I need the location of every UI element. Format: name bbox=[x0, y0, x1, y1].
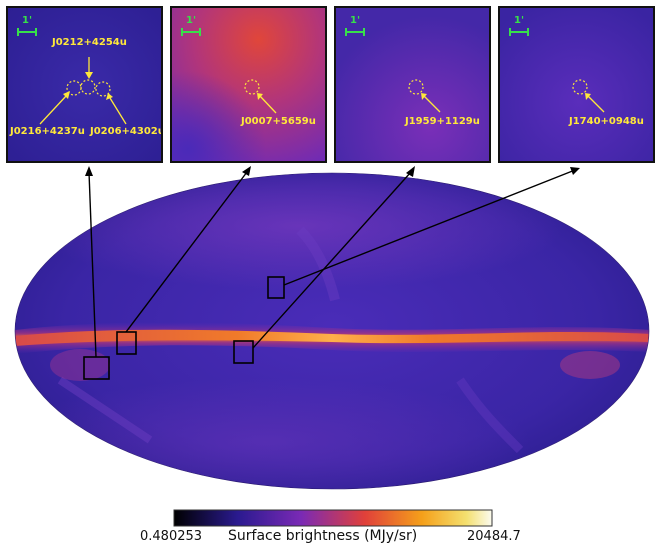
scale-label: 1' bbox=[22, 15, 33, 26]
scale-label: 1' bbox=[186, 15, 197, 26]
inset-2-image bbox=[172, 8, 325, 161]
source-label: J1740+0948u bbox=[569, 116, 644, 127]
source-circle bbox=[408, 79, 424, 95]
pointer-arrow bbox=[423, 95, 441, 113]
scale-bar: 1' bbox=[181, 15, 203, 36]
source-label: J0216+4237u bbox=[10, 126, 85, 137]
inset-panel-3: 1' J1959+1129u bbox=[334, 6, 491, 163]
region-box-3 bbox=[233, 340, 254, 364]
source-label: J1959+1129u bbox=[405, 116, 480, 127]
colorbar bbox=[173, 509, 493, 527]
pointer-arrow bbox=[39, 94, 68, 125]
region-box-1 bbox=[83, 356, 110, 380]
source-label: J0007+5659u bbox=[241, 116, 316, 127]
source-circle bbox=[244, 79, 260, 95]
scale-label: 1' bbox=[514, 15, 525, 26]
inset-1-image bbox=[8, 8, 161, 161]
scale-bar: 1' bbox=[345, 15, 367, 36]
pointer-arrow bbox=[259, 95, 277, 114]
pointer-arrow bbox=[587, 95, 605, 113]
scale-label: 1' bbox=[350, 15, 361, 26]
source-circle bbox=[572, 79, 588, 95]
region-box-4 bbox=[267, 276, 285, 299]
inset-panel-2: 1' J0007+5659u bbox=[170, 6, 327, 163]
inset-3-image bbox=[336, 8, 489, 161]
colorbar-max-label: 20484.7 bbox=[467, 529, 521, 544]
connector-arrow bbox=[283, 169, 576, 286]
source-label: J0212+4254u bbox=[52, 37, 127, 48]
inset-4-image bbox=[500, 8, 653, 161]
connector-arrows bbox=[85, 166, 580, 358]
colorbar-title: Surface brightness (MJy/sr) bbox=[228, 528, 418, 544]
mollweide-map bbox=[15, 173, 649, 489]
inset-panel-4: 1' J1740+0948u bbox=[498, 6, 655, 163]
connector-arrow bbox=[88, 171, 97, 358]
pointer-arrow bbox=[109, 97, 127, 125]
scale-bar: 1' bbox=[17, 15, 39, 36]
inset-panel-1: 1' J0212+4254u J0216+4237u J0206+4302u bbox=[6, 6, 163, 163]
scale-bar: 1' bbox=[509, 15, 531, 36]
galactic-plane bbox=[15, 329, 649, 346]
source-circle bbox=[95, 81, 111, 97]
connector-arrow bbox=[125, 171, 248, 333]
colorbar-min-label: 0.480253 bbox=[140, 529, 203, 544]
source-circle bbox=[80, 79, 96, 95]
source-label: J0206+4302u bbox=[90, 126, 163, 137]
connector-arrow bbox=[252, 171, 412, 349]
